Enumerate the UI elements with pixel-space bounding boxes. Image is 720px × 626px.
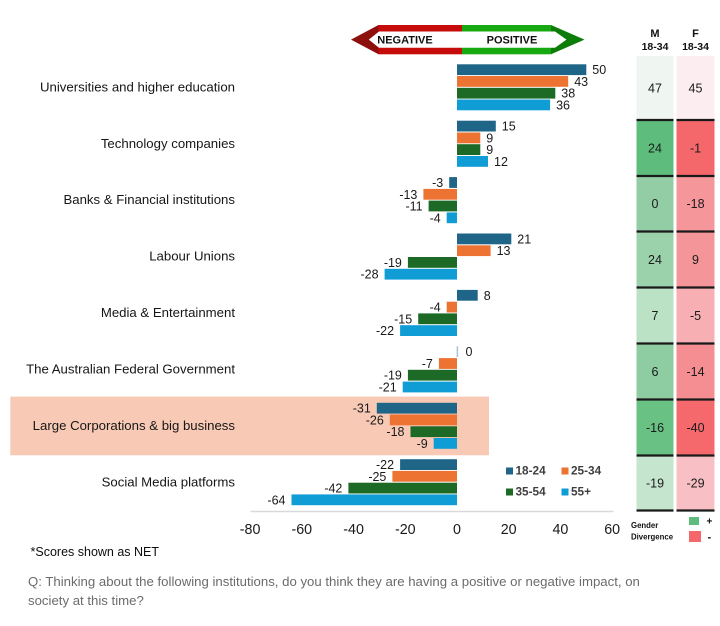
svg-text:*Scores shown as NET: *Scores shown as NET [31, 545, 160, 559]
svg-text:-1: -1 [690, 142, 701, 156]
svg-text:13: 13 [497, 244, 511, 258]
svg-text:0: 0 [466, 345, 473, 359]
svg-text:35-54: 35-54 [516, 485, 547, 499]
svg-text:-16: -16 [646, 421, 664, 435]
svg-text:-: - [708, 532, 712, 544]
svg-text:-15: -15 [394, 312, 412, 326]
svg-text:-29: -29 [686, 477, 704, 491]
svg-text:-14: -14 [686, 365, 704, 379]
svg-text:-80: -80 [240, 522, 261, 538]
svg-text:47: 47 [648, 82, 662, 96]
svg-text:M: M [650, 28, 659, 40]
svg-text:45: 45 [689, 82, 703, 96]
svg-text:21: 21 [517, 232, 531, 246]
svg-text:-28: -28 [361, 268, 379, 282]
svg-text:7: 7 [652, 309, 659, 323]
svg-text:40: 40 [552, 522, 568, 538]
svg-text:-7: -7 [422, 357, 433, 371]
svg-text:9: 9 [692, 253, 699, 267]
svg-text:0: 0 [453, 522, 461, 538]
svg-text:Labour Unions: Labour Unions [149, 249, 235, 264]
svg-text:Q: Thinking about the followin: Q: Thinking about the following institut… [28, 574, 640, 589]
svg-text:-25: -25 [368, 470, 386, 484]
svg-text:60: 60 [604, 522, 620, 538]
svg-text:-19: -19 [384, 256, 402, 270]
svg-text:20: 20 [501, 522, 517, 538]
svg-text:50: 50 [592, 63, 606, 77]
svg-text:-26: -26 [366, 413, 384, 427]
svg-text:society at this time?: society at this time? [28, 593, 144, 608]
svg-text:-64: -64 [267, 493, 285, 507]
svg-text:18-34: 18-34 [682, 41, 709, 53]
svg-text:-9: -9 [417, 437, 428, 451]
svg-text:-20: -20 [395, 522, 416, 538]
svg-text:Gender: Gender [631, 521, 658, 530]
svg-text:NEGATIVE: NEGATIVE [377, 35, 432, 47]
svg-text:-18: -18 [386, 425, 404, 439]
svg-text:-4: -4 [430, 211, 441, 225]
svg-text:-42: -42 [324, 482, 342, 496]
svg-text:18-34: 18-34 [642, 41, 669, 53]
svg-text:24: 24 [648, 142, 662, 156]
svg-text:Media & Entertainment: Media & Entertainment [101, 305, 235, 320]
svg-text:-5: -5 [690, 309, 701, 323]
svg-text:Banks & Financial institutions: Banks & Financial institutions [63, 192, 235, 207]
svg-text:55+: 55+ [571, 485, 591, 499]
svg-text:F: F [692, 28, 699, 40]
svg-text:Divergence: Divergence [631, 532, 674, 541]
svg-text:-19: -19 [384, 369, 402, 383]
svg-text:-40: -40 [343, 522, 364, 538]
svg-text:-60: -60 [291, 522, 312, 538]
svg-text:-11: -11 [405, 200, 422, 214]
svg-text:38: 38 [561, 87, 575, 101]
svg-text:POSITIVE: POSITIVE [487, 35, 538, 47]
svg-text:-22: -22 [376, 324, 394, 338]
svg-text:Large Corporations & big busin: Large Corporations & big business [33, 418, 236, 433]
svg-text:-18: -18 [686, 197, 704, 211]
svg-text:Universities and higher educat: Universities and higher education [40, 79, 235, 94]
svg-text:9: 9 [486, 143, 493, 157]
svg-text:-3: -3 [432, 176, 443, 190]
svg-text:-19: -19 [646, 477, 664, 491]
svg-text:18-24: 18-24 [516, 464, 547, 478]
svg-text:0: 0 [652, 197, 659, 211]
svg-text:+: + [707, 517, 713, 528]
svg-text:-40: -40 [686, 421, 704, 435]
svg-text:8: 8 [484, 289, 491, 303]
svg-text:-13: -13 [399, 188, 417, 202]
svg-text:Technology companies: Technology companies [101, 136, 236, 151]
svg-text:-21: -21 [379, 381, 397, 395]
svg-text:24: 24 [648, 253, 662, 267]
svg-text:36: 36 [556, 99, 570, 113]
svg-text:43: 43 [574, 75, 588, 89]
svg-text:-22: -22 [376, 458, 394, 472]
svg-text:Social Media platforms: Social Media platforms [102, 474, 236, 489]
svg-text:12: 12 [494, 155, 508, 169]
svg-text:6: 6 [652, 365, 659, 379]
svg-text:-31: -31 [353, 402, 371, 416]
svg-text:The Australian Federal Governm: The Australian Federal Government [26, 361, 235, 376]
svg-text:-4: -4 [430, 301, 441, 315]
svg-text:25-34: 25-34 [571, 464, 602, 478]
svg-text:9: 9 [486, 131, 493, 145]
svg-text:15: 15 [502, 120, 516, 134]
